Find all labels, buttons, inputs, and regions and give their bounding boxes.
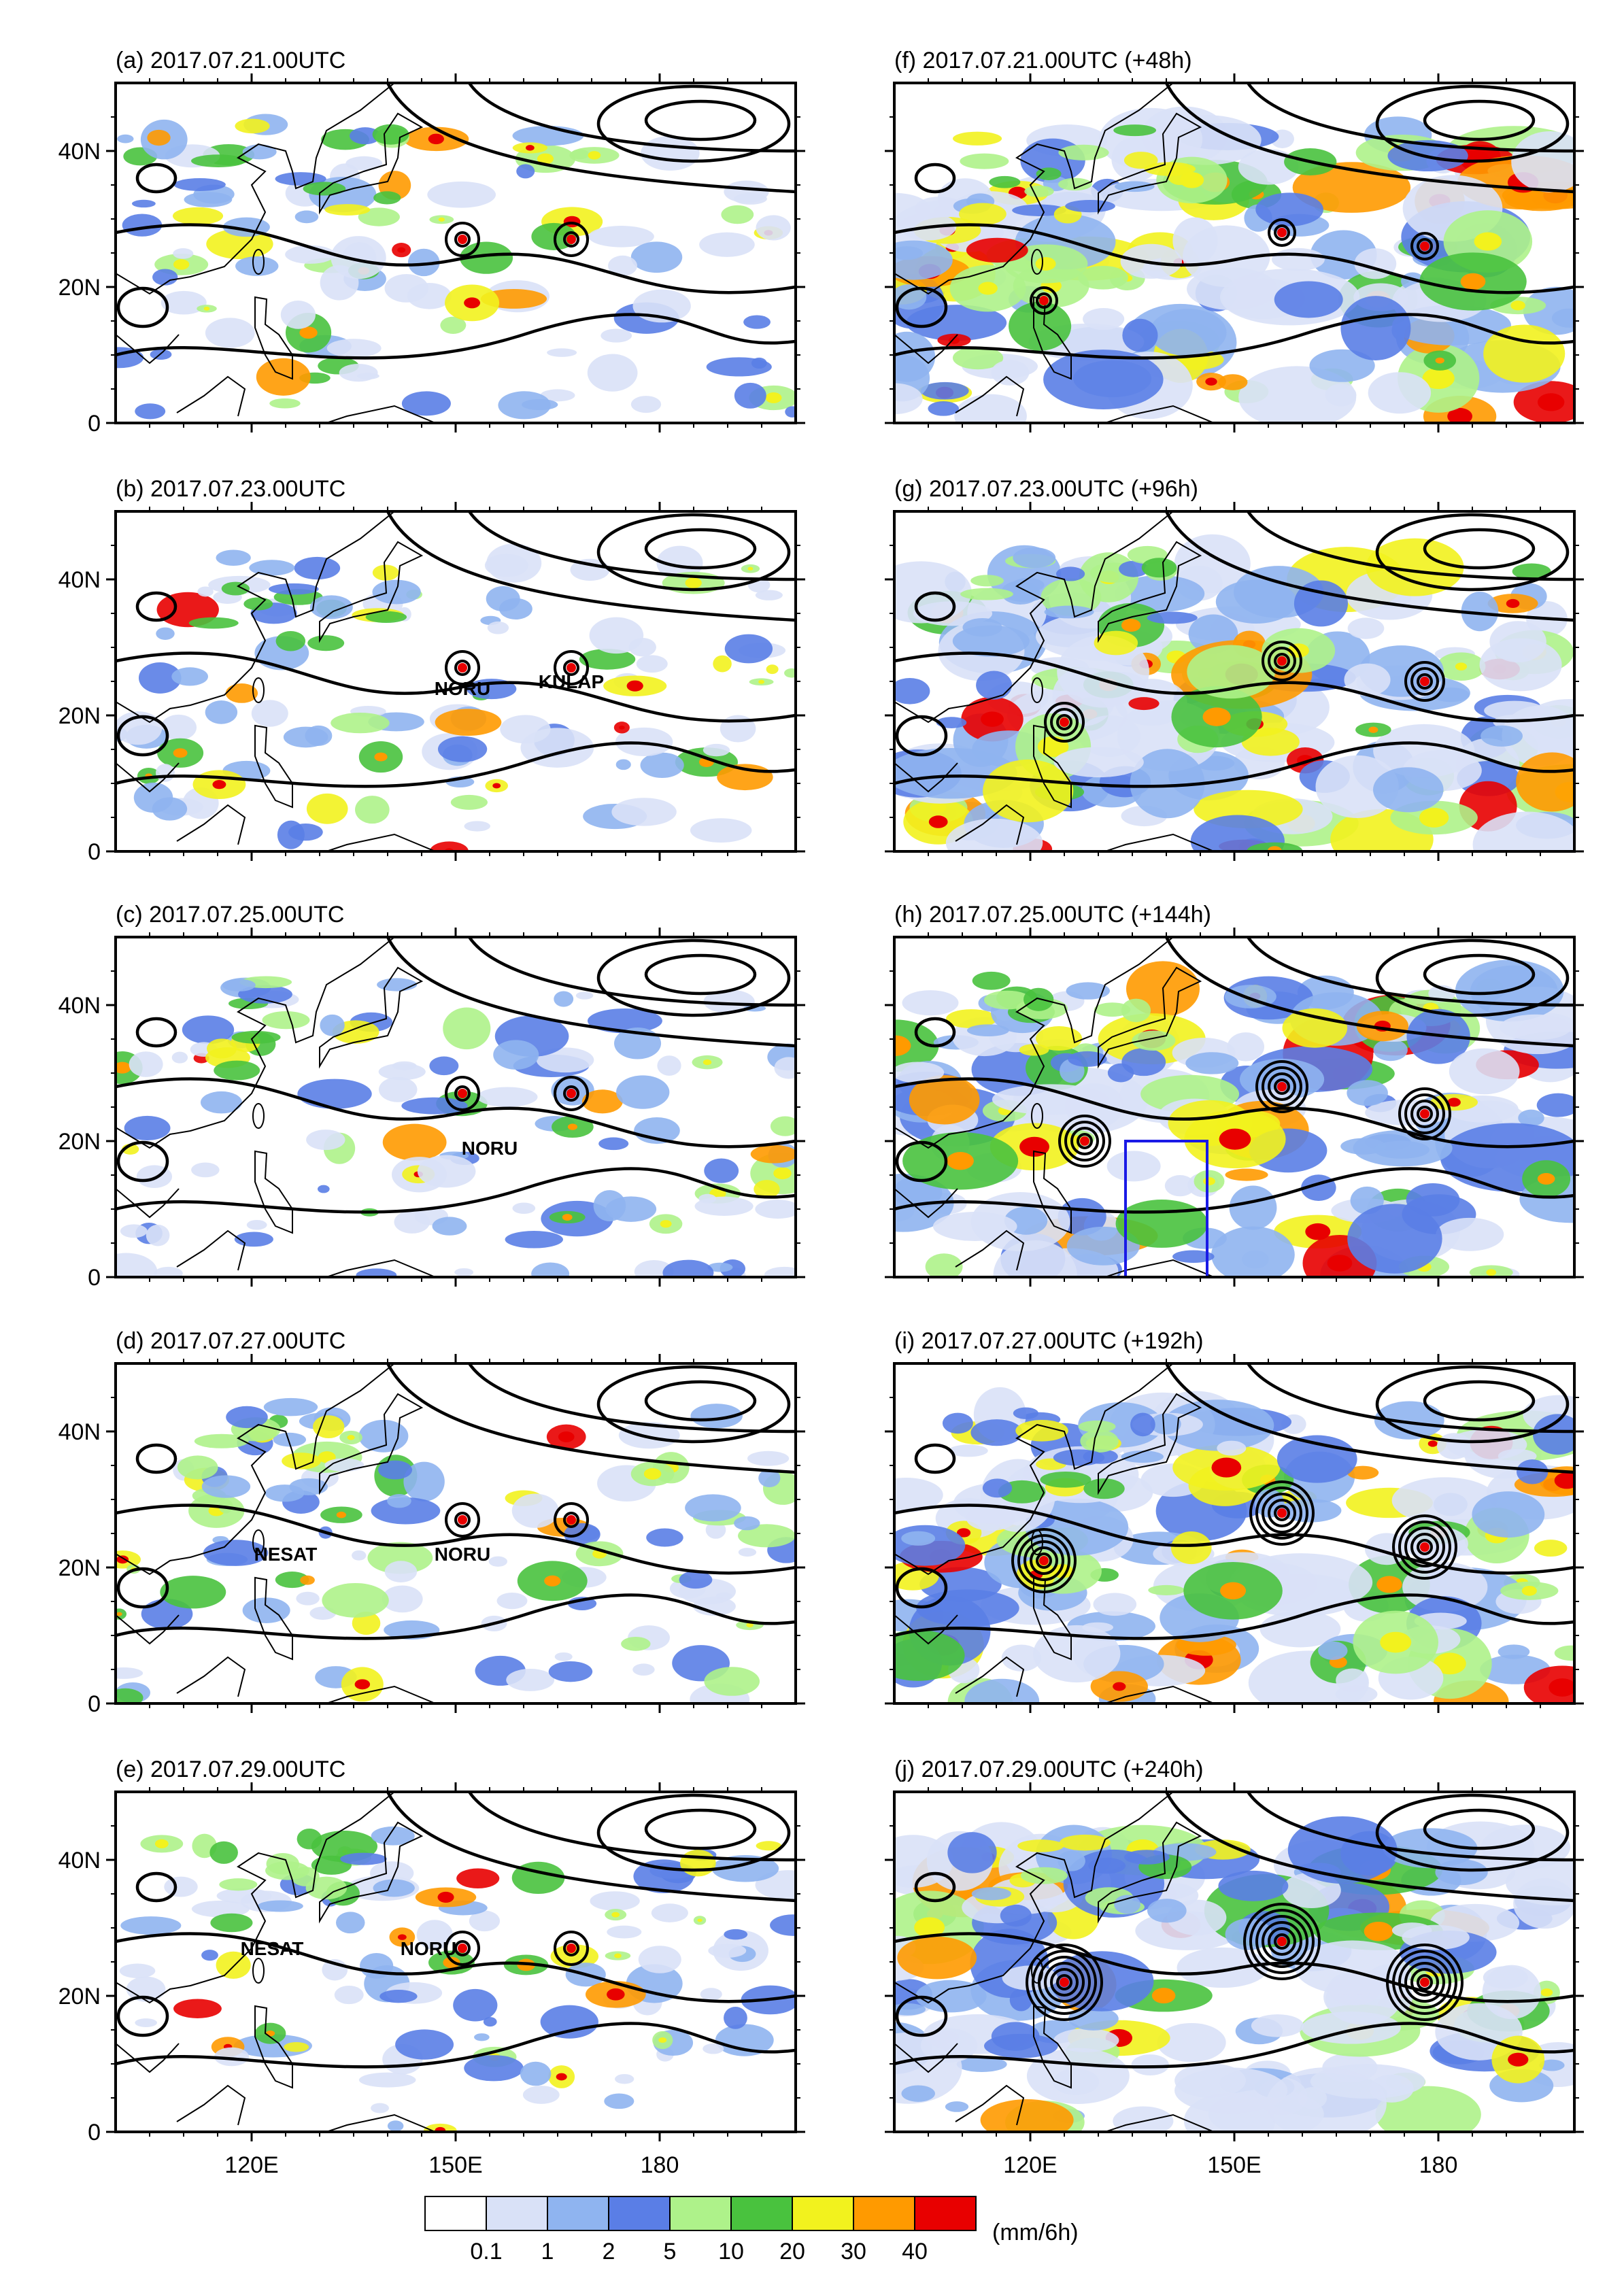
analysis-box [1124, 1140, 1208, 1277]
lat-tick-label: 0 [88, 1265, 101, 1291]
colorbar-swatch [730, 2196, 793, 2231]
panel-title: (h) 2017.07.25.00UTC (+144h) [894, 902, 1211, 928]
panel-a: (a) 2017.07.21.00UTC 40N 20N 0 [58, 48, 805, 437]
lon-tick-label: 180 [1419, 2152, 1458, 2178]
colorbar: 0.1 1 2 5 10 20 30 40 (mm/6h) [424, 2196, 1079, 2264]
storm-label-noru: NORU [401, 1938, 456, 1959]
storm-label-noru: NORU [435, 1544, 490, 1565]
lon-tick-label: 180 [641, 2152, 679, 2178]
colorbar-swatch [424, 2196, 487, 2231]
lat-tick-label: 20N [58, 703, 101, 729]
colorbar-level-label: 10 [718, 2239, 744, 2264]
colorbar-swatch [608, 2196, 671, 2231]
colorbar-swatch [547, 2196, 609, 2231]
panel-e: (e) 2017.07.29.00UTC 40N 20N 0 120E 150E 180 NE… [58, 1757, 805, 2178]
lat-tick-label: 0 [88, 2120, 101, 2145]
lon-tick-label: 120E [224, 2152, 278, 2178]
panel-i: (i) 2017.07.27.00UTC (+192h) [885, 1328, 1584, 1713]
lat-tick-label: 40N [58, 567, 101, 593]
panel-title: (d) 2017.07.27.00UTC [116, 1328, 345, 1354]
panel-h: (h) 2017.07.25.00UTC (+144h) [885, 902, 1584, 1287]
colorbar-swatch [792, 2196, 854, 2231]
panel-title: (i) 2017.07.27.00UTC (+192h) [894, 1328, 1204, 1354]
lat-tick-label: 40N [58, 993, 101, 1019]
colorbar-swatch [853, 2196, 915, 2231]
panel-b: (b) 2017.07.23.00UTC 40N 20N 0 NORU KULAP [58, 476, 805, 865]
panel-f: (f) 2017.07.21.00UTC (+48h) [885, 48, 1584, 432]
storm-label-nesat: NESAT [241, 1938, 304, 1959]
panel-title: (a) 2017.07.21.00UTC [116, 48, 345, 73]
colorbar-level-label: 2 [603, 2239, 615, 2264]
panel-g: (g) 2017.07.23.00UTC (+96h) [885, 476, 1584, 861]
colorbar-swatch [669, 2196, 732, 2231]
panel-title: (c) 2017.07.25.00UTC [116, 902, 344, 928]
lat-tick-label: 0 [88, 1691, 101, 1717]
colorbar-level-label: 20 [779, 2239, 805, 2264]
lat-tick-label: 20N [58, 1555, 101, 1581]
lat-tick-label: 20N [58, 275, 101, 301]
colorbar-unit: (mm/6h) [992, 2220, 1079, 2245]
lat-tick-label: 0 [88, 839, 101, 865]
lat-tick-label: 20N [58, 1129, 101, 1155]
storm-label-noru: NORU [435, 678, 490, 699]
panel-title: (g) 2017.07.23.00UTC (+96h) [894, 476, 1198, 502]
panel-title: (b) 2017.07.23.00UTC [116, 476, 345, 502]
storm-label-nesat: NESAT [254, 1544, 318, 1565]
panel-title: (j) 2017.07.29.00UTC (+240h) [894, 1757, 1204, 1782]
lon-tick-label: 150E [1207, 2152, 1261, 2178]
panel-c: (c) 2017.07.25.00UTC 40N 20N 0 NORU [58, 902, 805, 1291]
panel-d: (d) 2017.07.27.00UTC 40N 20N 0 NESAT NORU [58, 1328, 805, 1717]
lat-tick-label: 40N [58, 1419, 101, 1445]
panel-title: (e) 2017.07.29.00UTC [116, 1757, 345, 1782]
panel-j: (j) 2017.07.29.00UTC (+240h) 120E 150E 180 [885, 1757, 1584, 2178]
colorbar-swatch [486, 2196, 548, 2231]
colorbar-swatch [914, 2196, 977, 2231]
storm-label-noru: NORU [462, 1138, 518, 1159]
colorbar-level-label: 30 [841, 2239, 866, 2264]
panel-title: (f) 2017.07.21.00UTC (+48h) [894, 48, 1192, 73]
lon-tick-label: 120E [1003, 2152, 1057, 2178]
colorbar-level-label: 5 [664, 2239, 677, 2264]
lon-tick-label: 150E [428, 2152, 482, 2178]
lat-tick-label: 20N [58, 1984, 101, 2009]
lat-tick-label: 0 [88, 411, 101, 437]
colorbar-level-label: 1 [541, 2239, 554, 2264]
storm-label-kulap: KULAP [539, 671, 604, 692]
lat-tick-label: 40N [58, 1848, 101, 1873]
lat-tick-label: 40N [58, 139, 101, 165]
colorbar-level-label: 40 [902, 2239, 928, 2264]
colorbar-level-label: 0.1 [470, 2239, 502, 2264]
